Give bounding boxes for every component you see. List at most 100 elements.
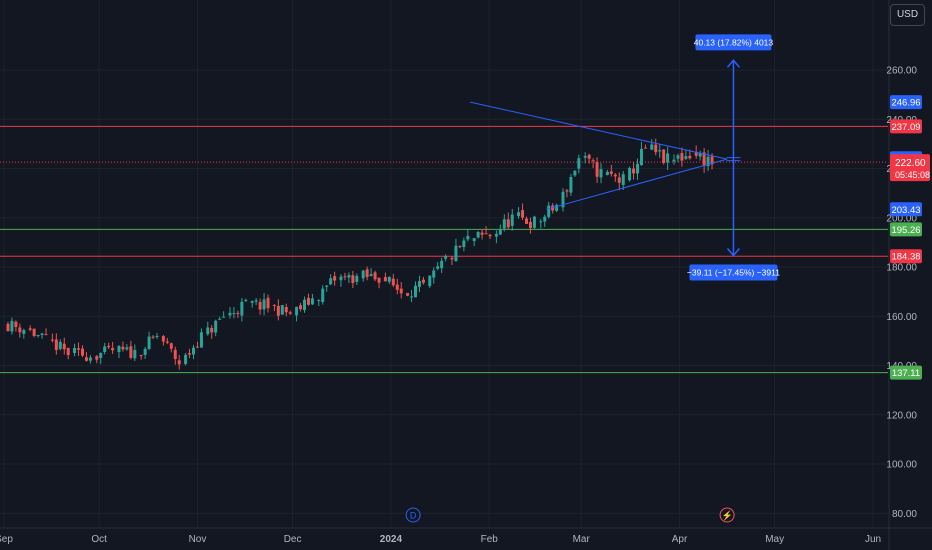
stop-price-label-box	[890, 202, 922, 217]
candle	[488, 234, 492, 237]
candle	[361, 270, 365, 279]
candle	[177, 360, 181, 365]
x-tick-label: Dec	[284, 534, 302, 545]
candle	[155, 335, 159, 337]
candle	[111, 348, 115, 351]
candle	[613, 174, 617, 177]
candle	[299, 305, 303, 310]
candle	[458, 246, 462, 248]
candle	[351, 275, 355, 283]
candle	[506, 219, 510, 228]
candle	[343, 276, 347, 278]
candle	[36, 334, 40, 336]
candle	[650, 144, 654, 150]
dividend-marker[interactable]	[405, 507, 421, 523]
candle	[306, 297, 310, 305]
candle	[250, 301, 254, 303]
candle	[62, 343, 66, 350]
candle	[80, 348, 84, 356]
candle	[555, 204, 559, 211]
candle	[421, 279, 425, 283]
candle	[532, 216, 536, 228]
candle	[494, 233, 498, 237]
measure-down-arrow	[726, 247, 741, 257]
candle	[169, 343, 173, 349]
candle	[222, 316, 226, 318]
candle	[573, 170, 577, 176]
candle	[694, 152, 698, 156]
candle	[680, 153, 684, 161]
candle	[528, 221, 532, 229]
candle	[258, 301, 262, 310]
currency-button[interactable]: USD	[890, 4, 925, 26]
candle	[417, 281, 421, 287]
candle	[444, 256, 448, 259]
candle	[88, 357, 92, 361]
support-line-label-box	[890, 222, 922, 237]
earnings-marker[interactable]	[719, 507, 735, 523]
lower-red-line-label-box	[890, 249, 922, 264]
triangle-lower-trendline[interactable]	[546, 158, 728, 210]
candle	[133, 349, 137, 359]
candle	[232, 313, 236, 315]
candle	[643, 147, 647, 149]
candle	[484, 233, 488, 235]
candle	[702, 152, 706, 166]
candle	[206, 327, 210, 335]
candle	[50, 339, 54, 341]
resistance-line-label: 237.09	[891, 122, 920, 133]
candle	[369, 274, 373, 277]
y-tick-label: 160.00	[886, 312, 917, 323]
candle	[103, 346, 107, 353]
triangle-upper-trendline[interactable]	[470, 101, 728, 160]
candle	[654, 144, 658, 153]
candle	[639, 148, 643, 166]
candle	[561, 191, 565, 208]
candle	[609, 171, 613, 174]
candle	[666, 153, 670, 163]
candle	[698, 152, 702, 157]
candle	[591, 160, 595, 162]
candle	[10, 320, 14, 332]
candle	[410, 296, 414, 298]
candle	[73, 347, 77, 353]
candle	[565, 190, 569, 192]
resistance-line-label-box	[890, 119, 922, 134]
candle	[710, 156, 714, 165]
last-price-label: 222.60	[895, 158, 926, 169]
candle	[143, 348, 147, 355]
candle	[658, 150, 662, 152]
candle	[365, 269, 369, 278]
candle	[321, 288, 325, 303]
candle	[236, 312, 240, 314]
candle	[99, 353, 103, 359]
candle	[272, 305, 276, 307]
candle	[95, 356, 99, 360]
last-price-box	[890, 154, 930, 182]
candle	[587, 154, 591, 159]
candle	[310, 298, 314, 305]
candle	[347, 275, 351, 278]
candle	[329, 278, 333, 285]
candle	[107, 345, 111, 348]
candle	[395, 284, 399, 290]
candle	[355, 275, 359, 282]
x-tick-label: Sep	[0, 534, 13, 545]
candle	[377, 277, 381, 283]
candle	[339, 276, 343, 281]
candle	[284, 307, 288, 313]
y-tick-label: 200.00	[886, 213, 917, 224]
candle	[383, 277, 387, 282]
candle	[173, 349, 177, 360]
candle	[440, 260, 444, 269]
candle	[266, 297, 270, 309]
candle	[462, 240, 466, 247]
candle	[84, 357, 88, 361]
candle	[288, 312, 292, 314]
measure-up-label-box	[695, 34, 772, 51]
candle	[521, 210, 525, 218]
candle	[577, 158, 581, 169]
candle	[151, 336, 155, 338]
candle	[262, 299, 266, 310]
